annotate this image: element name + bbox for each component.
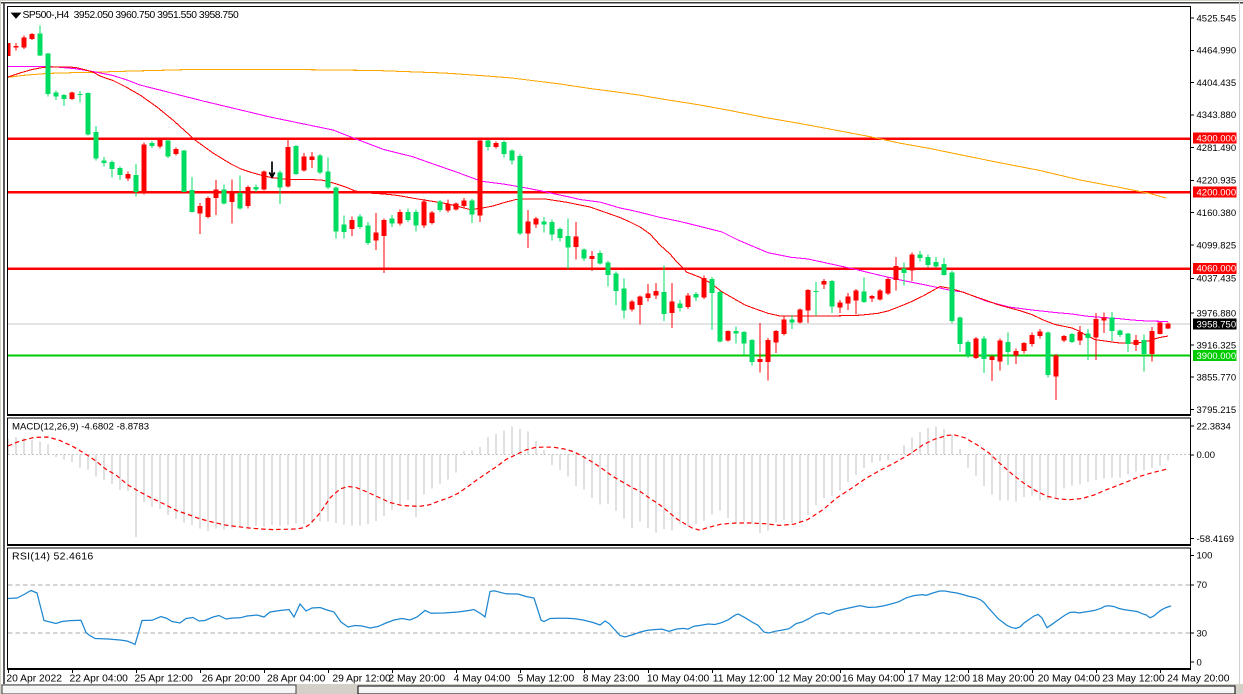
svg-text:4464.990: 4464.990	[1197, 46, 1237, 57]
svg-text:3916.325: 3916.325	[1197, 341, 1237, 352]
svg-text:22 Apr 04:00: 22 Apr 04:00	[70, 673, 129, 684]
svg-text:8 May 23:00: 8 May 23:00	[583, 673, 640, 684]
svg-text:10 May 04:00: 10 May 04:00	[647, 673, 710, 684]
svg-text:4060.000: 4060.000	[1197, 264, 1237, 275]
svg-text:12 May 20:00: 12 May 20:00	[779, 673, 842, 684]
svg-text:3958.750: 3958.750	[1197, 319, 1237, 330]
svg-text:SP500-,H4 3952.050 3960.750 3: SP500-,H4 3952.050 3960.750 3951.550 395…	[23, 10, 239, 21]
svg-text:2 May 20:00: 2 May 20:00	[388, 673, 445, 684]
svg-text:4200.000: 4200.000	[1197, 187, 1237, 198]
svg-text:25 Apr 12:00: 25 Apr 12:00	[135, 673, 194, 684]
svg-text:4037.435: 4037.435	[1197, 274, 1237, 285]
svg-text:3900.000: 3900.000	[1197, 351, 1237, 362]
svg-text:0.00: 0.00	[1197, 450, 1216, 461]
svg-text:-58.4169: -58.4169	[1197, 534, 1235, 545]
svg-text:MACD(12,26,9) -4.6802 -8.8783: MACD(12,26,9) -4.6802 -8.8783	[12, 421, 149, 432]
svg-text:4160.380: 4160.380	[1197, 208, 1237, 219]
svg-text:4343.880: 4343.880	[1197, 110, 1237, 121]
svg-text:0: 0	[1197, 658, 1202, 669]
svg-text:20 Apr 2022: 20 Apr 2022	[6, 673, 62, 684]
svg-text:11 May 12:00: 11 May 12:00	[713, 673, 775, 684]
svg-text:26 Apr 20:00: 26 Apr 20:00	[202, 673, 261, 684]
svg-text:4281.490: 4281.490	[1197, 143, 1237, 154]
svg-text:30: 30	[1197, 629, 1208, 640]
svg-text:23 May 12:00: 23 May 12:00	[1102, 673, 1165, 684]
svg-text:18 May 20:00: 18 May 20:00	[972, 673, 1035, 684]
svg-text:28 Apr 04:00: 28 Apr 04:00	[267, 673, 326, 684]
svg-text:17 May 12:00: 17 May 12:00	[908, 673, 971, 684]
svg-text:5 May 12:00: 5 May 12:00	[518, 673, 575, 684]
svg-text:4 May 04:00: 4 May 04:00	[454, 673, 511, 684]
svg-text:4300.000: 4300.000	[1197, 134, 1237, 145]
svg-text:RSI(14) 52.4616: RSI(14) 52.4616	[12, 551, 94, 563]
svg-text:4220.935: 4220.935	[1197, 176, 1237, 187]
svg-text:29 Apr 12:00: 29 Apr 12:00	[332, 673, 391, 684]
svg-text:3855.770: 3855.770	[1197, 372, 1237, 383]
svg-text:22.3834: 22.3834	[1197, 421, 1231, 432]
svg-text:100: 100	[1197, 551, 1213, 562]
svg-text:16 May 04:00: 16 May 04:00	[842, 673, 905, 684]
svg-text:4099.825: 4099.825	[1197, 240, 1237, 251]
svg-text:20 May 04:00: 20 May 04:00	[1038, 673, 1101, 684]
svg-text:70: 70	[1197, 580, 1208, 591]
svg-text:24 May 20:00: 24 May 20:00	[1167, 673, 1230, 684]
svg-text:3976.880: 3976.880	[1197, 308, 1237, 319]
svg-text:3795.215: 3795.215	[1197, 405, 1237, 416]
svg-text:4404.435: 4404.435	[1197, 78, 1237, 89]
svg-text:4525.545: 4525.545	[1197, 13, 1237, 24]
